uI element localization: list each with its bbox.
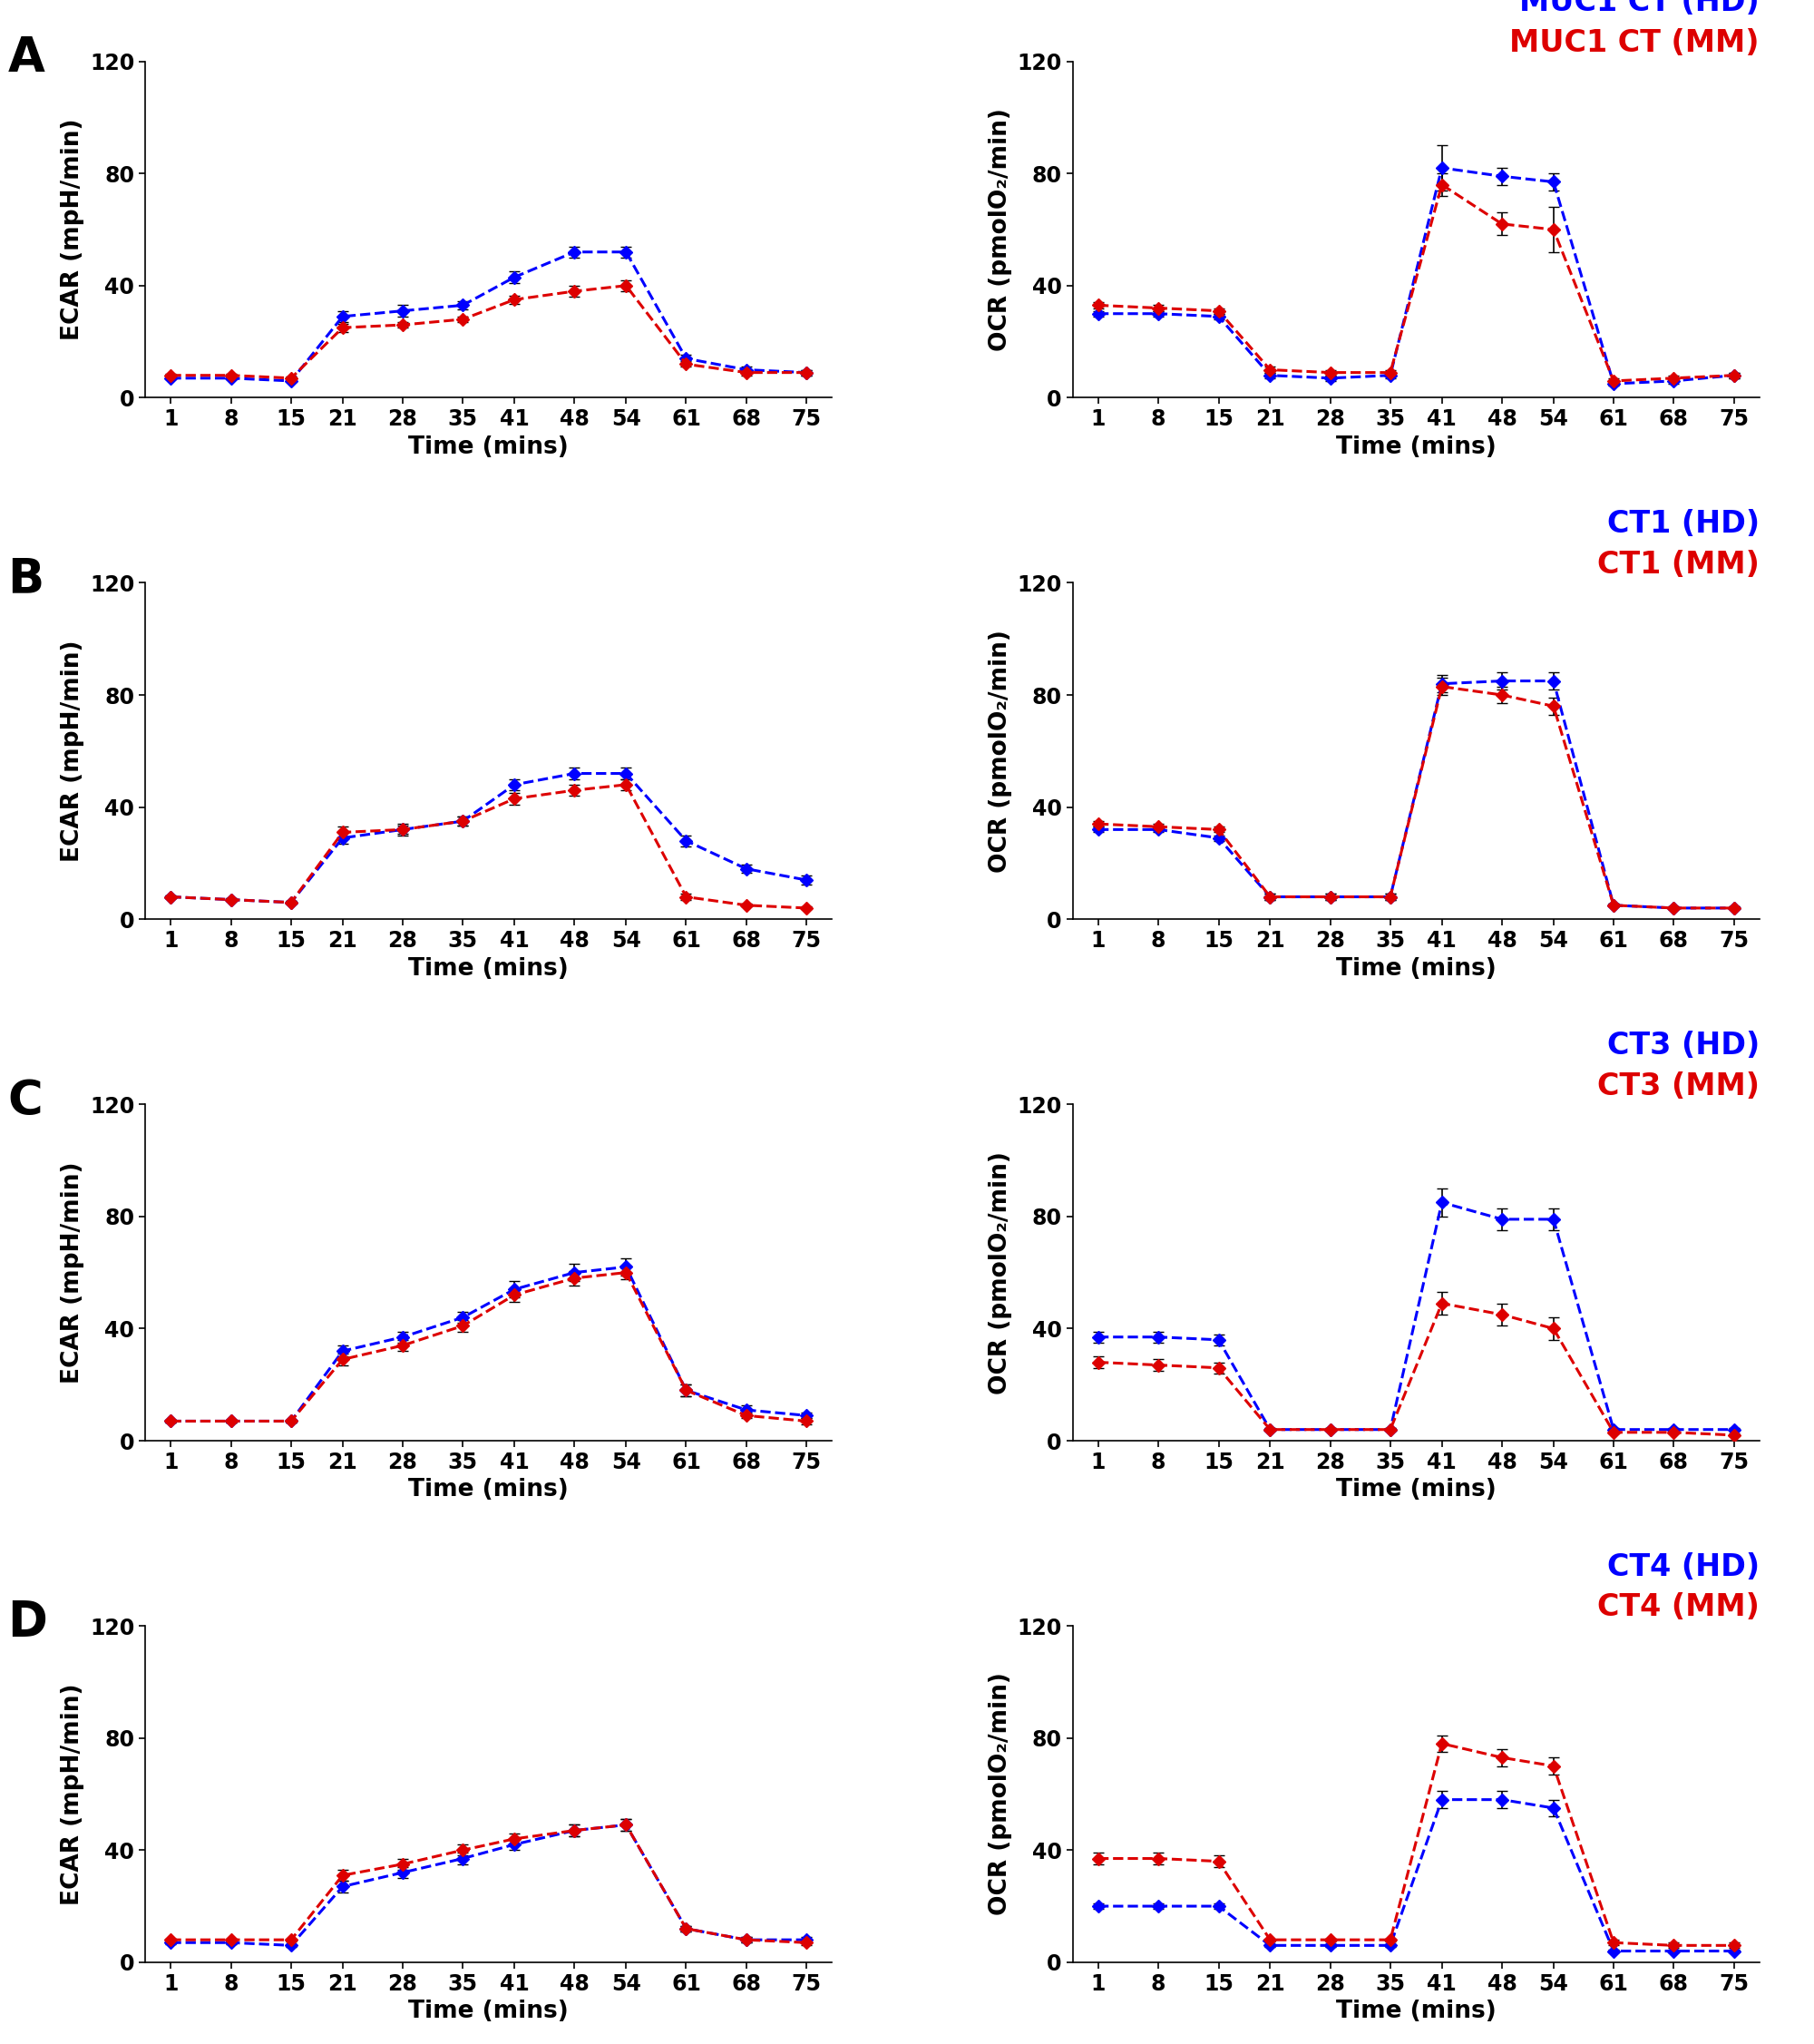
Y-axis label: OCR (pmolO₂/min): OCR (pmolO₂/min) xyxy=(989,1672,1012,1915)
Y-axis label: ECAR (mpH/min): ECAR (mpH/min) xyxy=(62,1682,85,1905)
X-axis label: Time (mins): Time (mins) xyxy=(1335,957,1497,981)
Text: CT1 (MM): CT1 (MM) xyxy=(1598,550,1760,578)
X-axis label: Time (mins): Time (mins) xyxy=(1335,435,1497,460)
Text: MUC1 CT (MM): MUC1 CT (MM) xyxy=(1509,29,1760,57)
Text: CT1 (HD): CT1 (HD) xyxy=(1607,509,1760,540)
Text: D: D xyxy=(7,1598,47,1645)
X-axis label: Time (mins): Time (mins) xyxy=(408,957,570,981)
Y-axis label: ECAR (mpH/min): ECAR (mpH/min) xyxy=(62,640,85,863)
Y-axis label: ECAR (mpH/min): ECAR (mpH/min) xyxy=(62,1161,85,1384)
Text: C: C xyxy=(7,1077,44,1124)
X-axis label: Time (mins): Time (mins) xyxy=(1335,1999,1497,2024)
X-axis label: Time (mins): Time (mins) xyxy=(408,435,570,460)
X-axis label: Time (mins): Time (mins) xyxy=(1335,1478,1497,1502)
X-axis label: Time (mins): Time (mins) xyxy=(408,1999,570,2024)
Y-axis label: OCR (pmolO₂/min): OCR (pmolO₂/min) xyxy=(989,108,1012,352)
Text: CT4 (HD): CT4 (HD) xyxy=(1607,1551,1760,1582)
Y-axis label: OCR (pmolO₂/min): OCR (pmolO₂/min) xyxy=(989,1151,1012,1394)
Text: CT3 (MM): CT3 (MM) xyxy=(1596,1071,1760,1102)
Text: A: A xyxy=(7,35,45,82)
Text: B: B xyxy=(7,556,44,603)
Text: MUC1 CT (HD): MUC1 CT (HD) xyxy=(1520,0,1760,18)
X-axis label: Time (mins): Time (mins) xyxy=(408,1478,570,1502)
Y-axis label: ECAR (mpH/min): ECAR (mpH/min) xyxy=(62,119,85,341)
Y-axis label: OCR (pmolO₂/min): OCR (pmolO₂/min) xyxy=(989,630,1012,873)
Text: CT3 (HD): CT3 (HD) xyxy=(1607,1030,1760,1061)
Text: CT4 (MM): CT4 (MM) xyxy=(1598,1592,1760,1623)
